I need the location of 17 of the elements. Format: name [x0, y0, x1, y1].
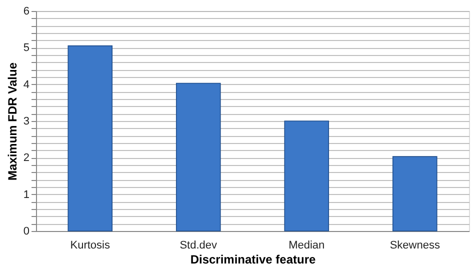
x-tick-label: Std.dev	[180, 240, 218, 252]
y-axis-title: Maximum FDR Value	[5, 62, 20, 181]
x-tick-label: Kurtosis	[70, 240, 110, 252]
bar	[176, 82, 221, 232]
x-tick-label: Skewness	[390, 240, 440, 252]
bar	[392, 156, 438, 232]
bar	[284, 120, 330, 232]
y-tick-label: 4	[23, 78, 30, 91]
y-tick-label: 5	[23, 42, 30, 54]
y-tick-label: 0	[23, 226, 30, 238]
y-tick-label: 6	[23, 6, 30, 18]
y-tick-label: 1	[23, 188, 30, 201]
x-tick-label: Median	[288, 240, 325, 252]
bar	[68, 45, 113, 232]
y-tick-label: 3	[23, 116, 30, 128]
x-axis-title: Discriminative feature	[190, 252, 316, 266]
y-tick-label: 2	[23, 152, 30, 164]
